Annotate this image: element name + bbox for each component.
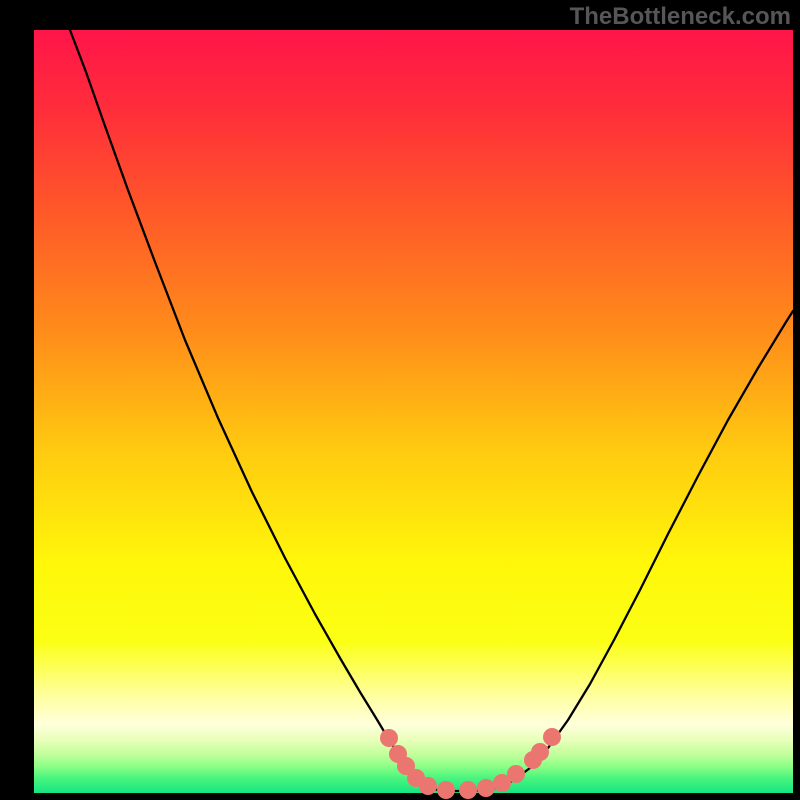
chart-canvas: TheBottleneck.com xyxy=(0,0,800,800)
border-right xyxy=(793,0,800,800)
border-bottom xyxy=(0,793,800,800)
watermark-text: TheBottleneck.com xyxy=(570,3,791,31)
plot-background-gradient xyxy=(34,30,793,793)
border-left xyxy=(0,0,34,800)
